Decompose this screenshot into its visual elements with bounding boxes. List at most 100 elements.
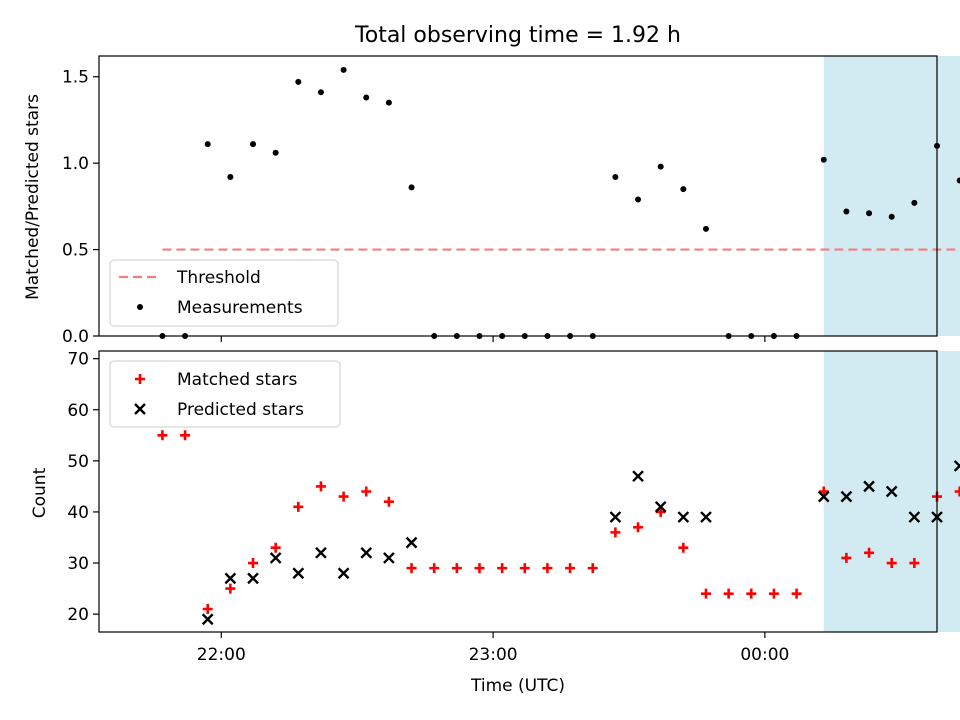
axes-frame xyxy=(98,350,938,633)
x-tick-label: 00:00 xyxy=(740,645,789,665)
matched-star-point xyxy=(886,558,897,569)
legend-box xyxy=(109,360,341,428)
measurement-point xyxy=(227,173,234,180)
matched-star-point xyxy=(225,583,236,594)
matched-star-point xyxy=(542,563,553,574)
top-plot-area: 0.0 0.5 1.0 1.5 Threshold Measurements xyxy=(62,55,960,347)
matched-star-point xyxy=(818,486,829,497)
measurement-point xyxy=(657,163,664,170)
predicted-star-point xyxy=(292,567,305,580)
matched-star-point xyxy=(587,563,598,574)
measurement-point xyxy=(612,173,619,180)
matched-star-point xyxy=(497,563,508,574)
predicted-star-point xyxy=(817,490,830,503)
matched-star-point xyxy=(565,563,576,574)
top-y-axis-label: Matched/Predicted stars xyxy=(23,94,43,300)
predicted-star-point xyxy=(315,546,327,559)
matched-star-point xyxy=(180,430,191,441)
x-axis-label: Time (UTC) xyxy=(470,676,565,696)
matched-star-point xyxy=(451,563,462,574)
legend-measurements-swatch xyxy=(137,304,143,310)
matched-star-point xyxy=(768,588,779,599)
matched-star-point xyxy=(841,552,852,563)
matched-star-point xyxy=(610,527,621,538)
measurement-point xyxy=(680,186,687,193)
matched-star-point xyxy=(383,496,394,507)
matched-star-point xyxy=(655,506,666,517)
predicted-star-point xyxy=(863,480,875,493)
chart-title: Total observing time = 1.92 h xyxy=(354,23,681,48)
matched-star-point xyxy=(429,563,440,574)
measurement-point xyxy=(866,210,873,217)
measurement-point xyxy=(702,225,709,232)
measurement-point xyxy=(820,156,827,163)
measurement-point xyxy=(317,89,324,96)
predicted-star-point xyxy=(134,403,146,415)
measurement-point xyxy=(340,66,347,73)
measurement-point xyxy=(635,196,642,203)
predicted-star-point xyxy=(224,572,237,585)
bottom-plot-area: 20304050607022:0023:0000:0001:0002:00Mat… xyxy=(67,350,960,665)
measurement-point xyxy=(363,94,370,101)
predicted-star-point xyxy=(337,567,350,580)
predicted-star-point xyxy=(383,552,395,564)
y-tick-label: 40 xyxy=(67,503,89,523)
legend-measurements-label: Measurements xyxy=(177,298,303,318)
predicted-star-point xyxy=(269,552,282,564)
y-tick-label: 20 xyxy=(67,605,89,625)
measurement-point xyxy=(843,208,850,215)
matched-star-point xyxy=(248,558,259,569)
x-tick-label: 23:00 xyxy=(469,645,518,665)
measurement-point xyxy=(408,184,415,191)
legend-predicted-label: Predicted stars xyxy=(177,400,304,420)
measurement-point xyxy=(204,141,211,148)
measurement-point xyxy=(956,177,960,184)
y-tick-label: 50 xyxy=(67,452,89,472)
matched-star-point xyxy=(519,563,530,574)
matched-star-point xyxy=(293,501,304,512)
predicted-star-point xyxy=(677,511,690,523)
legend-threshold-label: Threshold xyxy=(176,268,261,288)
bottom-y-axis-label: Count xyxy=(30,467,50,518)
predicted-star-point xyxy=(840,490,853,503)
top-legend: Threshold Measurements xyxy=(109,259,339,327)
predicted-star-point xyxy=(700,511,712,523)
predicted-star-point xyxy=(885,485,898,498)
predicted-star-point xyxy=(247,572,259,585)
predicted-star-point xyxy=(360,546,373,559)
y-tick-label: 30 xyxy=(67,554,89,574)
matched-star-point xyxy=(723,588,734,599)
y-tick-label: 70 xyxy=(67,350,89,370)
matched-star-point xyxy=(864,547,875,558)
matched-star-point xyxy=(700,588,711,599)
matched-star-point xyxy=(135,374,145,384)
x-tick-label: 22:00 xyxy=(197,645,246,665)
matched-star-point xyxy=(315,481,326,492)
measurement-point xyxy=(295,78,302,85)
matched-star-point xyxy=(678,542,689,553)
matched-star-point xyxy=(157,430,168,441)
matched-star-point xyxy=(406,563,417,574)
measurement-point xyxy=(911,199,918,206)
y-tick-label: 1.0 xyxy=(62,154,89,174)
y-tick-label: 1.5 xyxy=(62,68,89,88)
measurement-point xyxy=(888,213,895,220)
matched-star-point xyxy=(909,558,920,569)
predicted-star-point xyxy=(632,470,644,483)
predicted-star-point xyxy=(908,511,921,523)
matched-star-point xyxy=(202,604,213,615)
matched-star-point xyxy=(791,588,802,599)
predicted-star-point xyxy=(654,500,667,513)
legend-box xyxy=(109,259,339,327)
matched-star-point xyxy=(474,563,485,574)
matched-star-point xyxy=(746,588,757,599)
y-tick-label: 0.0 xyxy=(62,327,89,347)
legend-matched-label: Matched stars xyxy=(177,370,297,390)
predicted-star-point xyxy=(405,536,418,549)
y-tick-label: 60 xyxy=(67,401,89,421)
measurement-point xyxy=(250,141,257,148)
matched-star-point xyxy=(270,542,281,553)
axes-frame xyxy=(98,55,938,337)
measurement-point xyxy=(272,149,279,156)
